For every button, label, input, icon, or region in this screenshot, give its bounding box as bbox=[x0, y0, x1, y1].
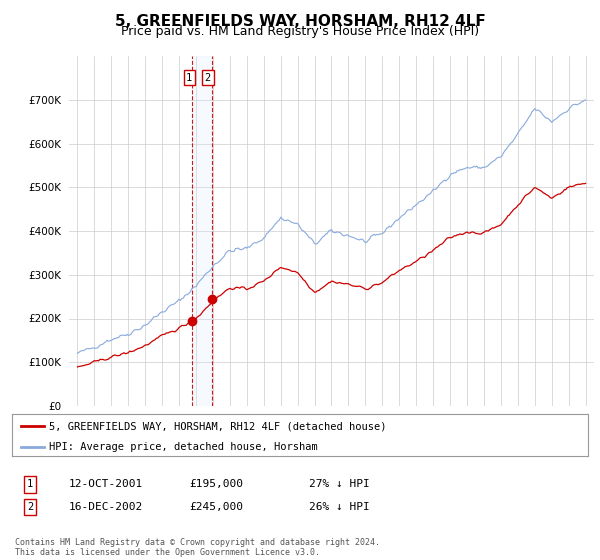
Text: 2: 2 bbox=[205, 73, 211, 83]
Text: Contains HM Land Registry data © Crown copyright and database right 2024.
This d: Contains HM Land Registry data © Crown c… bbox=[15, 538, 380, 557]
Text: 5, GREENFIELDS WAY, HORSHAM, RH12 4LF: 5, GREENFIELDS WAY, HORSHAM, RH12 4LF bbox=[115, 14, 485, 29]
Text: £245,000: £245,000 bbox=[189, 502, 243, 512]
Text: 5, GREENFIELDS WAY, HORSHAM, RH12 4LF (detached house): 5, GREENFIELDS WAY, HORSHAM, RH12 4LF (d… bbox=[49, 421, 387, 431]
Text: 16-DEC-2002: 16-DEC-2002 bbox=[69, 502, 143, 512]
Text: 1: 1 bbox=[27, 479, 33, 489]
Bar bbox=[193, 56, 212, 406]
Text: 1: 1 bbox=[186, 73, 193, 83]
Text: 2: 2 bbox=[27, 502, 33, 512]
Text: 12-OCT-2001: 12-OCT-2001 bbox=[69, 479, 143, 489]
Text: Price paid vs. HM Land Registry's House Price Index (HPI): Price paid vs. HM Land Registry's House … bbox=[121, 25, 479, 38]
Text: 27% ↓ HPI: 27% ↓ HPI bbox=[309, 479, 370, 489]
Text: 26% ↓ HPI: 26% ↓ HPI bbox=[309, 502, 370, 512]
Text: HPI: Average price, detached house, Horsham: HPI: Average price, detached house, Hors… bbox=[49, 442, 318, 452]
Text: £195,000: £195,000 bbox=[189, 479, 243, 489]
